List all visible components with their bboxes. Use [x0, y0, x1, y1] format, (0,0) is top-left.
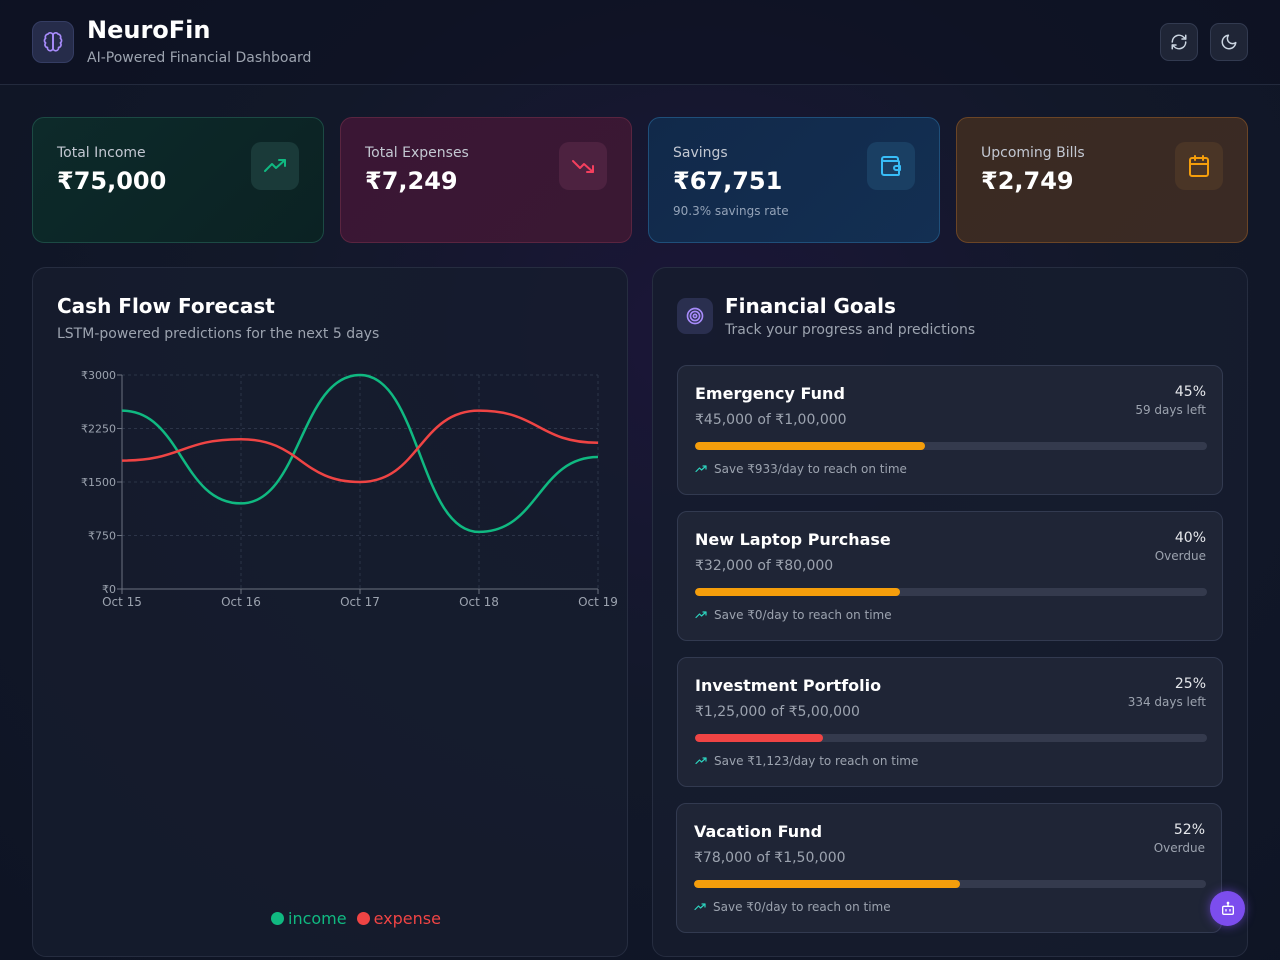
stat-value: ₹67,751	[673, 167, 783, 195]
goal-percent: 45%	[1174, 384, 1206, 400]
y-tick-label: ₹1500	[81, 476, 116, 489]
y-tick-label: ₹3000	[81, 369, 116, 382]
x-tick-label: Oct 19	[578, 595, 618, 609]
stat-value: ₹75,000	[57, 167, 167, 195]
refresh-button[interactable]	[1160, 23, 1198, 61]
stat-card-bills: Upcoming Bills ₹2,749	[956, 117, 1248, 243]
stat-label: Upcoming Bills	[981, 145, 1085, 161]
x-tick-label: Oct 17	[340, 595, 380, 609]
legend-label: income	[288, 909, 347, 928]
app-header: NeuroFin AI-Powered Financial Dashboard	[0, 0, 1280, 85]
goal-progress-fill	[695, 734, 823, 742]
goal-card-new-laptop[interactable]: New Laptop Purchase ₹32,000 of ₹80,000 4…	[677, 511, 1223, 641]
goal-card-vacation-fund[interactable]: Vacation Fund ₹78,000 of ₹1,50,000 52% O…	[676, 803, 1222, 933]
wallet-icon	[867, 142, 915, 190]
y-tick-label: ₹750	[88, 530, 116, 543]
goal-name: Vacation Fund	[694, 822, 823, 841]
panel-subtitle: Track your progress and predictions	[725, 322, 976, 338]
goal-percent: 40%	[1174, 530, 1206, 546]
legend-item-expense[interactable]: expense	[356, 909, 441, 928]
goal-amount: ₹45,000 of ₹1,00,000	[695, 412, 847, 428]
goal-progress-fill	[695, 442, 926, 450]
financial-goals-panel: Financial Goals Track your progress and …	[652, 267, 1248, 957]
goal-progress-fill	[695, 588, 900, 596]
goal-progress-fill	[694, 880, 961, 888]
chart-legend[interactable]: income expense	[271, 909, 441, 928]
stat-value: ₹2,749	[981, 167, 1074, 195]
goal-name: Investment Portfolio	[695, 676, 882, 695]
goal-amount: ₹78,000 of ₹1,50,000	[694, 850, 846, 866]
y-tick-label: ₹2250	[81, 423, 116, 436]
trending-up-icon	[695, 611, 707, 619]
stat-label: Total Income	[57, 145, 146, 161]
panel-title: Cash Flow Forecast	[57, 294, 275, 318]
x-tick-label: Oct 18	[459, 595, 499, 609]
panel-title: Financial Goals	[725, 294, 896, 318]
savings-rate: 90.3% savings rate	[673, 204, 789, 218]
goal-days: 334 days left	[1127, 695, 1206, 709]
app-title: NeuroFin	[87, 16, 211, 44]
goal-tip: Save ₹0/day to reach on time	[694, 900, 891, 914]
goal-card-investment-portfolio[interactable]: Investment Portfolio ₹1,25,000 of ₹5,00,…	[677, 657, 1223, 787]
x-tick-label: Oct 16	[221, 595, 261, 609]
goal-tip-text: Save ₹1,123/day to reach on time	[714, 754, 919, 768]
panel-subtitle: LSTM-powered predictions for the next 5 …	[57, 326, 380, 342]
goal-percent: 25%	[1174, 676, 1206, 692]
moon-icon	[1221, 34, 1237, 50]
trending-down-icon	[559, 142, 607, 190]
goal-tip-text: Save ₹933/day to reach on time	[714, 462, 907, 476]
goal-name: New Laptop Purchase	[695, 530, 891, 549]
goal-amount: ₹32,000 of ₹80,000	[695, 558, 834, 574]
goal-tip: Save ₹1,123/day to reach on time	[695, 754, 918, 768]
trending-up-icon	[695, 757, 707, 765]
goal-tip-text: Save ₹0/day to reach on time	[714, 608, 892, 622]
goal-name: Emergency Fund	[695, 384, 845, 403]
stat-label: Savings	[673, 145, 728, 161]
refresh-icon	[1171, 34, 1187, 50]
trending-up-icon	[251, 142, 299, 190]
goal-tip-text: Save ₹0/day to reach on time	[713, 900, 891, 914]
stat-card-savings: Savings ₹67,751 90.3% savings rate	[648, 117, 940, 243]
app-subtitle: AI-Powered Financial Dashboard	[87, 50, 312, 66]
trending-up-icon	[695, 465, 707, 473]
brain-icon	[32, 21, 74, 63]
goal-days: Overdue	[1153, 841, 1205, 855]
goal-tip: Save ₹933/day to reach on time	[695, 462, 907, 476]
legend-label: expense	[373, 909, 441, 928]
cash-flow-chart: ₹0 ₹750 ₹1500 ₹2250 ₹3000 Oct 15 Oct 16 Oct 17 O…	[81, 369, 618, 609]
stat-card-income: Total Income ₹75,000	[32, 117, 324, 243]
goal-progress-bar	[695, 734, 1207, 742]
stat-value: ₹7,249	[365, 167, 458, 195]
goal-percent: 52%	[1173, 822, 1205, 838]
stat-card-expenses: Total Expenses ₹7,249	[340, 117, 632, 243]
legend-dot	[356, 912, 370, 925]
series-line-expense	[121, 409, 599, 484]
goal-progress-bar	[695, 442, 1207, 450]
goal-days: 59 days left	[1135, 403, 1206, 417]
legend-dot	[271, 912, 284, 925]
x-tick-label: Oct 15	[102, 595, 142, 609]
goal-card-emergency-fund[interactable]: Emergency Fund ₹45,000 of ₹1,00,000 45% …	[677, 365, 1223, 495]
goal-amount: ₹1,25,000 of ₹5,00,000	[695, 704, 860, 720]
goal-progress-bar	[694, 880, 1206, 888]
bot-icon	[1221, 901, 1234, 915]
theme-toggle-button[interactable]	[1210, 23, 1248, 61]
goal-progress-bar	[695, 588, 1207, 596]
legend-item-income[interactable]: income	[271, 909, 347, 928]
trending-up-icon	[694, 903, 706, 911]
target-icon	[677, 298, 713, 334]
series-line-income	[121, 373, 599, 534]
ai-assistant-button[interactable]	[1210, 891, 1245, 926]
goal-days: Overdue	[1154, 549, 1206, 563]
goal-tip: Save ₹0/day to reach on time	[695, 608, 892, 622]
stat-label: Total Expenses	[365, 145, 469, 161]
y-tick-label: ₹0	[102, 583, 116, 596]
calendar-icon	[1175, 142, 1223, 190]
cash-flow-panel: Cash Flow Forecast LSTM-powered predicti…	[32, 267, 628, 957]
